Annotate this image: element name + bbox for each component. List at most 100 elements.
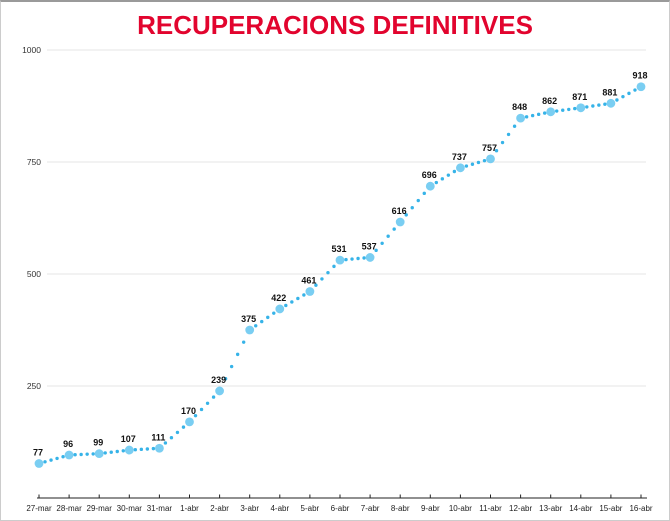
x-axis-label: 10-abr xyxy=(449,504,472,513)
data-point xyxy=(64,450,74,460)
data-point xyxy=(395,217,405,227)
connector-dot xyxy=(272,311,276,315)
data-point-label: 422 xyxy=(271,293,286,303)
data-point xyxy=(576,103,586,113)
connector-dot xyxy=(482,158,487,163)
connector-dot xyxy=(597,103,601,107)
connector-dot xyxy=(284,303,288,308)
data-point xyxy=(305,287,315,296)
x-axis-label: 31-mar xyxy=(147,504,173,513)
data-point xyxy=(185,417,194,427)
data-point xyxy=(335,255,345,265)
connector-dot xyxy=(585,105,589,109)
connector-dot xyxy=(530,113,535,118)
y-axis-label: 500 xyxy=(27,269,41,279)
connector-dot xyxy=(555,109,559,113)
x-axis-label: 13-abr xyxy=(539,504,562,513)
connector-dot xyxy=(380,241,384,245)
connector-dot xyxy=(452,169,457,174)
connector-dot xyxy=(109,450,113,454)
connector-dot xyxy=(181,425,186,429)
data-point-label: 531 xyxy=(331,244,346,254)
data-point xyxy=(456,163,465,173)
connector-dot xyxy=(79,452,83,457)
data-point-label: 99 xyxy=(93,438,103,448)
x-axis-label: 11-abr xyxy=(479,504,502,513)
connector-dot xyxy=(73,453,77,457)
y-axis-label: 250 xyxy=(27,381,41,391)
data-point xyxy=(124,445,134,455)
connector-dot xyxy=(199,407,204,412)
connector-dot xyxy=(416,198,420,203)
data-point-label: 918 xyxy=(632,71,647,81)
connector-dot xyxy=(223,377,228,381)
connector-dot xyxy=(362,256,366,260)
connector-dot xyxy=(163,441,168,445)
connector-dot xyxy=(356,256,360,261)
connector-dot xyxy=(410,205,414,210)
connector-dot xyxy=(392,227,396,231)
connector-dot xyxy=(302,293,306,297)
connector-dot xyxy=(440,177,445,181)
x-axis-label: 1-abr xyxy=(180,504,199,513)
connector-dot xyxy=(591,104,595,108)
connector-dot xyxy=(603,102,607,106)
connector-dot xyxy=(61,454,65,459)
connector-dot xyxy=(151,446,156,451)
connector-dot xyxy=(133,448,138,452)
connector-dot xyxy=(320,277,324,281)
connector-dot xyxy=(615,98,619,102)
data-point xyxy=(155,443,164,453)
data-point-label: 737 xyxy=(452,152,467,162)
x-axis-label: 27-mar xyxy=(26,504,52,513)
data-point-label: 871 xyxy=(572,92,587,102)
x-axis-label: 3-abr xyxy=(240,504,259,513)
data-point-label: 111 xyxy=(151,432,165,442)
connector-dot xyxy=(446,173,451,177)
connector-dot xyxy=(43,460,47,464)
x-axis-label: 15-abr xyxy=(599,504,622,513)
connector-dot xyxy=(561,108,565,112)
data-point xyxy=(34,459,44,468)
data-point-label: 375 xyxy=(241,314,256,324)
connector-dot xyxy=(211,395,216,399)
connector-dot xyxy=(524,115,529,119)
connector-dot xyxy=(332,264,336,269)
connector-dot xyxy=(229,364,234,369)
data-point-label: 757 xyxy=(482,143,497,153)
data-point xyxy=(425,181,435,191)
connector-dot xyxy=(314,283,318,287)
data-point-label: 696 xyxy=(422,170,437,180)
x-axis-label: 30-mar xyxy=(117,504,143,513)
x-axis-label: 12-abr xyxy=(509,504,532,513)
connector-dot xyxy=(115,449,119,454)
connector-dot xyxy=(627,91,631,96)
data-point-label: 107 xyxy=(121,434,136,444)
connector-dot xyxy=(326,270,330,275)
x-axis-label: 7-abr xyxy=(361,504,380,513)
data-point-label: 881 xyxy=(602,87,617,97)
connector-dot xyxy=(290,300,294,304)
data-point-label: 77 xyxy=(33,448,43,458)
data-point-label: 862 xyxy=(542,96,557,106)
x-axis-label: 16-abr xyxy=(629,504,652,513)
connector-dot xyxy=(494,149,499,153)
connector-dot xyxy=(374,248,378,253)
x-axis-label: 5-abr xyxy=(301,504,320,513)
x-axis-label: 8-abr xyxy=(391,504,410,513)
connector-dot xyxy=(512,124,517,128)
connector-dot xyxy=(506,132,511,137)
connector-dot xyxy=(145,447,150,451)
connector-dot xyxy=(476,160,481,165)
connector-dot xyxy=(573,106,577,111)
connector-dot xyxy=(567,107,571,112)
connector-dot xyxy=(169,435,174,440)
connector-dot xyxy=(55,456,59,461)
data-point xyxy=(215,386,225,396)
data-point-label: 239 xyxy=(211,375,226,385)
x-axis-label: 9-abr xyxy=(421,504,440,513)
connector-dot xyxy=(121,449,125,453)
connector-dot xyxy=(434,180,439,185)
connector-dot xyxy=(464,164,469,168)
data-point xyxy=(546,107,556,117)
